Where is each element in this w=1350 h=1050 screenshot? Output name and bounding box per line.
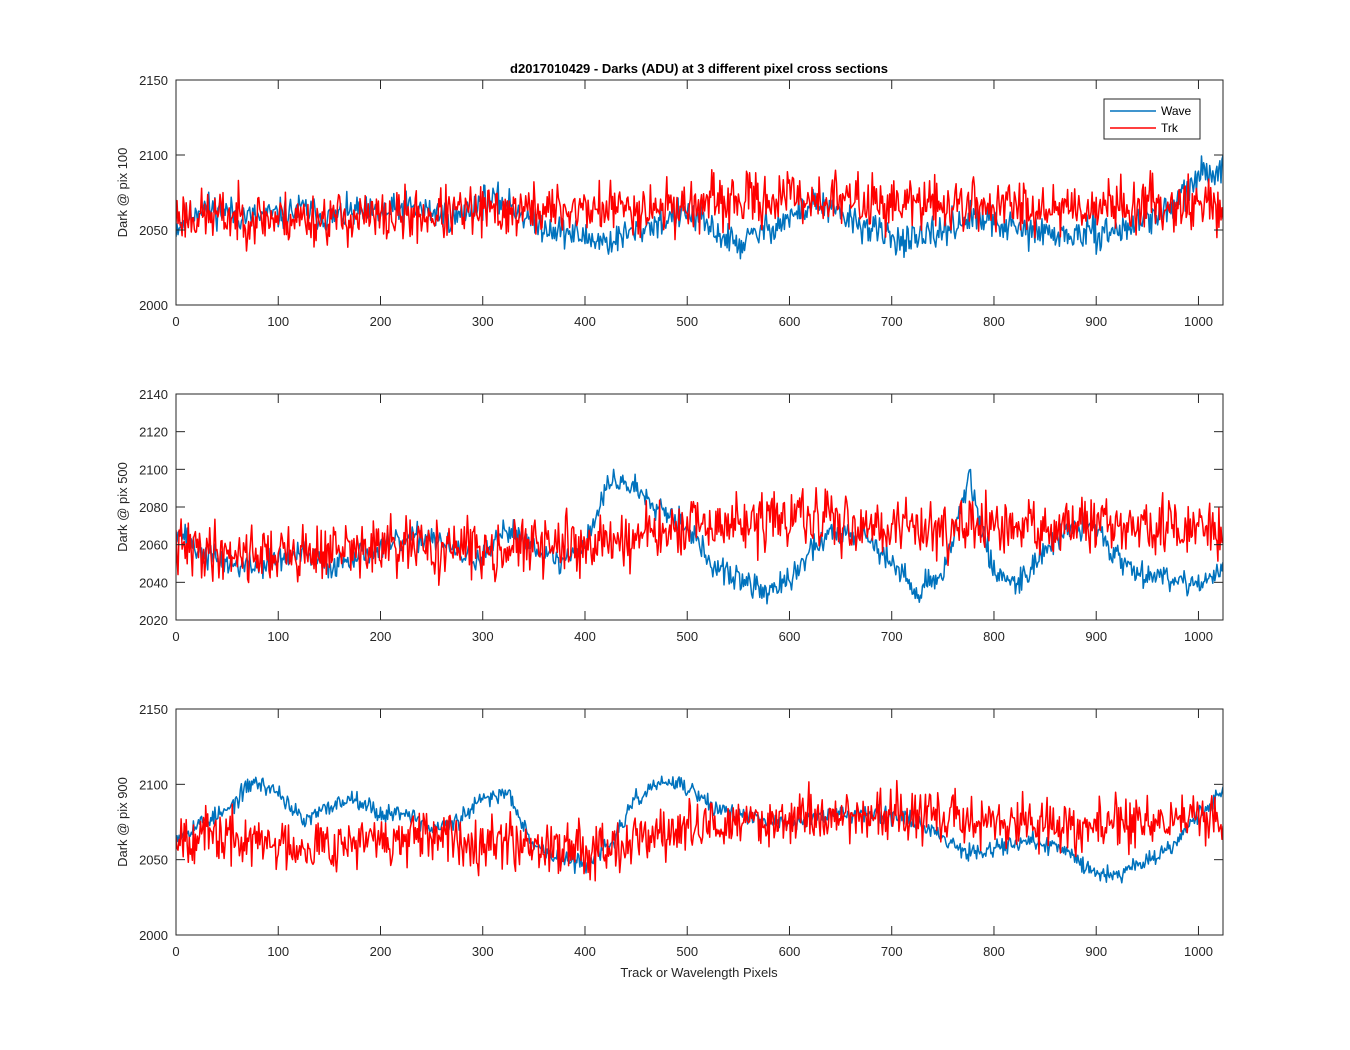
y-tick-label: 2020 (139, 613, 168, 628)
series-line-wave (176, 775, 1223, 884)
x-tick-label: 600 (779, 944, 801, 959)
legend-box (1103, 98, 1201, 140)
x-tick-label: 1000 (1184, 629, 1213, 644)
x-axis-label: Track or Wavelength Pixels (620, 965, 778, 980)
x-tick-label: 800 (983, 629, 1005, 644)
y-tick-label: 2000 (139, 928, 168, 943)
x-tick-label: 400 (574, 944, 596, 959)
y-axis-label: Dark @ pix 100 (115, 148, 130, 238)
y-tick-label: 2050 (139, 853, 168, 868)
x-tick-label: 300 (472, 944, 494, 959)
x-tick-label: 200 (370, 629, 392, 644)
x-tick-label: 600 (779, 629, 801, 644)
x-tick-label: 700 (881, 314, 903, 329)
x-tick-label: 900 (1085, 314, 1107, 329)
y-tick-label: 2120 (139, 425, 168, 440)
x-tick-label: 0 (172, 629, 179, 644)
legend-label-wave: Wave (1161, 104, 1192, 118)
x-tick-label: 800 (983, 314, 1005, 329)
y-tick-label: 2100 (139, 148, 168, 163)
x-tick-label: 0 (172, 944, 179, 959)
x-tick-label: 100 (267, 314, 289, 329)
series-line-trk (176, 779, 1223, 882)
x-tick-label: 300 (472, 314, 494, 329)
subplot-3: 0 100 200 300 400 500 600 700 800 900 1000 2000 2050… (115, 702, 1224, 959)
subplots: 0 100 200 300 400 500 600 700 800 900 100020002050… (115, 73, 1224, 959)
legend: Wave Trk (1103, 98, 1201, 140)
y-tick-label: 2140 (139, 387, 168, 402)
y-tick-label: 2060 (139, 538, 168, 553)
y-tick-label: 2100 (139, 777, 168, 792)
legend-label-trk: Trk (1161, 121, 1179, 135)
x-tick-label: 1000 (1184, 944, 1213, 959)
axes-box (175, 708, 1224, 936)
y-tick-label: 2050 (139, 223, 168, 238)
x-tick-label: 0 (172, 314, 179, 329)
x-tick-label: 1000 (1184, 314, 1213, 329)
x-tick-label: 800 (983, 944, 1005, 959)
x-tick-label: 400 (574, 314, 596, 329)
x-tick-label: 200 (370, 314, 392, 329)
x-tick-label: 900 (1085, 944, 1107, 959)
series-line-trk (176, 169, 1223, 252)
subplot-1: 0 100 200 300 400 500 600 700 800 900 1000 2000 2050… (115, 73, 1224, 329)
x-tick-label: 400 (574, 629, 596, 644)
series-line-trk (176, 486, 1223, 586)
x-tick-label: 300 (472, 629, 494, 644)
y-tick-label: 2040 (139, 575, 168, 590)
subplot-2: 0 100 200 300 400 500 600 700 800 900 1000 2020 2040… (115, 387, 1224, 644)
y-tick-label: 2150 (139, 73, 168, 88)
x-tick-label: 500 (676, 629, 698, 644)
x-tick-label: 500 (676, 944, 698, 959)
y-tick-label: 2080 (139, 500, 168, 515)
y-axis-label: Dark @ pix 900 (115, 777, 130, 867)
y-tick-label: 2100 (139, 462, 168, 477)
x-tick-label: 100 (267, 944, 289, 959)
y-axis-label: Dark @ pix 500 (115, 462, 130, 552)
chart-title: d2017010429 - Darks (ADU) at 3 different… (510, 61, 888, 76)
x-tick-label: 600 (779, 314, 801, 329)
y-tick-label: 2000 (139, 298, 168, 313)
x-tick-label: 900 (1085, 629, 1107, 644)
x-tick-label: 500 (676, 314, 698, 329)
x-tick-label: 700 (881, 629, 903, 644)
y-tick-label: 2150 (139, 702, 168, 717)
axes-box (175, 79, 1224, 306)
x-tick-label: 700 (881, 944, 903, 959)
x-tick-label: 100 (267, 629, 289, 644)
x-tick-label: 200 (370, 944, 392, 959)
